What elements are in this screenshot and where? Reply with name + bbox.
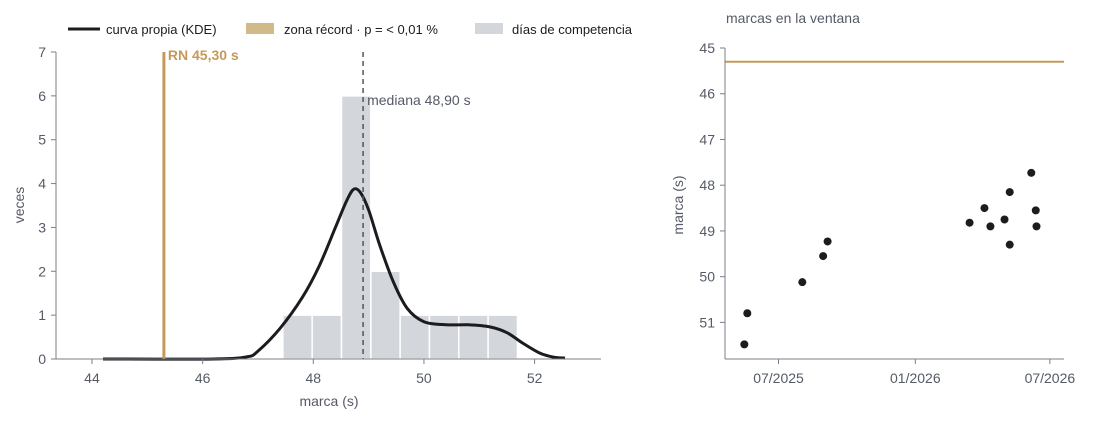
y-tick-label: 2 bbox=[38, 263, 46, 279]
histogram-bar bbox=[311, 314, 343, 360]
y-tick-label: 45 bbox=[699, 40, 715, 56]
y-tick-label: 0 bbox=[38, 351, 46, 367]
x-tick-label: 44 bbox=[84, 370, 100, 386]
y-tick-label: 51 bbox=[699, 314, 715, 330]
y-tick-label: 50 bbox=[699, 269, 715, 285]
legend-kde-label: curva propia (KDE) bbox=[106, 22, 217, 37]
scatter-points bbox=[740, 168, 1041, 349]
legend-record-label: zona récord · p = < 0,01 % bbox=[284, 22, 438, 37]
scatter-point bbox=[740, 340, 749, 349]
right-x-ticks: 07/2025 01/2026 07/2026 bbox=[753, 359, 1075, 386]
histogram-bar bbox=[370, 270, 401, 360]
scatter-point bbox=[1000, 215, 1009, 224]
histogram-bar bbox=[458, 314, 489, 360]
left-y-axis-label: veces bbox=[11, 187, 27, 224]
y-tick-label: 46 bbox=[699, 86, 715, 102]
left-panel: RN 45,30 s mediana 48,90 s 44 46 48 50 52 01… bbox=[11, 44, 601, 409]
y-tick-label: 6 bbox=[38, 88, 46, 104]
scatter-point bbox=[1027, 168, 1036, 177]
legend-record-swatch bbox=[246, 23, 274, 34]
scatter-point bbox=[823, 237, 832, 246]
y-tick-label: 5 bbox=[38, 132, 46, 148]
scatter-point bbox=[986, 222, 995, 231]
histogram-bar bbox=[428, 314, 460, 360]
legend-hist-label: días de competencia bbox=[512, 22, 633, 37]
y-tick-label: 3 bbox=[38, 219, 46, 235]
median-label: mediana 48,90 s bbox=[367, 92, 471, 108]
right-panel: marcas en la ventana 07/2025 01/2026 07/20… bbox=[670, 10, 1075, 386]
y-tick-label: 47 bbox=[699, 131, 715, 147]
scatter-point bbox=[1032, 222, 1041, 231]
scatter-point bbox=[743, 309, 752, 318]
x-tick-label: 48 bbox=[305, 370, 321, 386]
scatter-point bbox=[1005, 188, 1014, 197]
scatter-point bbox=[1031, 206, 1040, 215]
scatter-point bbox=[798, 278, 807, 287]
x-tick-label: 07/2025 bbox=[753, 370, 804, 386]
scatter-point bbox=[819, 252, 828, 261]
x-tick-label: 52 bbox=[527, 370, 543, 386]
legend-hist-swatch bbox=[475, 23, 503, 34]
x-tick-label: 07/2026 bbox=[1025, 370, 1076, 386]
kde-curve bbox=[103, 187, 566, 361]
scatter-point bbox=[965, 218, 974, 227]
y-tick-label: 7 bbox=[38, 44, 46, 60]
right-y-axis-label: marca (s) bbox=[670, 175, 686, 234]
histogram-bars bbox=[282, 95, 519, 360]
scatter-point bbox=[1005, 240, 1014, 249]
y-tick-label: 1 bbox=[38, 307, 46, 323]
scatter-point bbox=[980, 204, 989, 213]
y-tick-label: 48 bbox=[699, 177, 715, 193]
y-tick-label: 4 bbox=[38, 176, 46, 192]
histogram-bar bbox=[340, 95, 372, 360]
legend: curva propia (KDE) zona récord · p = < 0… bbox=[68, 22, 633, 37]
y-tick-label: 49 bbox=[699, 223, 715, 239]
x-tick-label: 01/2026 bbox=[890, 370, 941, 386]
left-y-ticks: 0 1 2 3 4 5 6 7 bbox=[38, 44, 56, 367]
x-tick-label: 50 bbox=[416, 370, 432, 386]
left-x-axis-label: marca (s) bbox=[299, 393, 358, 409]
record-label: RN 45,30 s bbox=[168, 47, 239, 63]
left-x-ticks: 44 46 48 50 52 bbox=[84, 359, 543, 386]
right-y-ticks: 45 46 47 48 49 50 51 bbox=[699, 40, 725, 330]
right-chart-title: marcas en la ventana bbox=[726, 10, 860, 26]
x-tick-label: 46 bbox=[195, 370, 211, 386]
